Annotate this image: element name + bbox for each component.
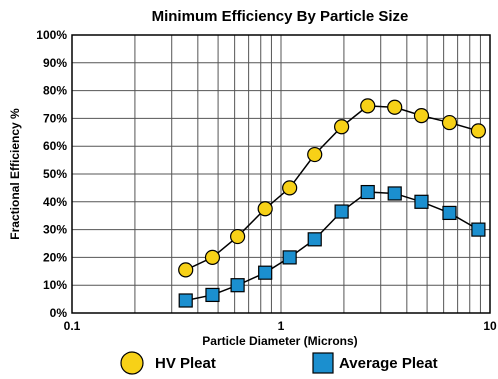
data-point [471,222,486,237]
chart-title: Minimum Efficiency By Particle Size [152,8,409,25]
data-point [258,265,273,280]
data-point [387,99,403,115]
data-point [441,114,458,131]
data-point [178,262,194,278]
legend: HV Pleat Average Pleat [120,351,438,375]
y-tick-label: 100% [36,28,67,42]
y-tick-label: 90% [43,56,67,70]
data-point [334,204,349,219]
axis-ticks: 0% 10% 20% 30% 40% 50% 60% 70% 80% 90% 100% 0.1 1 10 [36,28,497,333]
y-tick-label: 10% [43,278,67,292]
data-point [413,108,430,124]
data-point [387,186,402,201]
legend-marker-hv-pleat [120,351,144,375]
x-axis-label: Particle Diameter (Microns) [202,334,357,348]
data-point [414,194,429,209]
data-point [230,278,245,293]
data-point [307,232,322,247]
y-tick-label: 0% [50,306,68,320]
data-point [307,146,323,163]
data-point [257,201,273,217]
data-point [178,293,193,308]
data-point [204,249,221,265]
y-tick-label: 80% [43,84,67,98]
data-point [360,98,376,114]
series-line [185,191,479,302]
legend-label-average-pleat: Average Pleat [339,355,438,372]
data-point [442,205,457,221]
y-tick-label: 40% [43,195,67,209]
x-tick-label: 10 [483,319,497,333]
y-tick-label: 30% [43,223,67,237]
data-point [282,250,297,265]
data-point [230,228,246,245]
series-layer [178,98,486,308]
legend-marker-average-pleat [312,352,334,374]
data-point [205,287,220,303]
x-tick-label: 0.1 [64,319,81,333]
y-tick-label: 50% [43,167,67,181]
plot-frame [71,34,491,314]
y-tick-label: 60% [43,139,67,153]
data-point [334,119,350,135]
y-axis-label: Fractional Efficiency % [8,108,22,240]
data-point [470,123,486,139]
legend-label-hv-pleat: HV Pleat [155,355,216,372]
data-point [282,180,298,196]
x-tick-label: 1 [278,319,285,333]
series-line [185,105,479,271]
y-tick-label: 70% [43,111,67,125]
data-point [360,184,375,200]
y-tick-label: 20% [43,250,67,264]
grid [71,34,491,314]
